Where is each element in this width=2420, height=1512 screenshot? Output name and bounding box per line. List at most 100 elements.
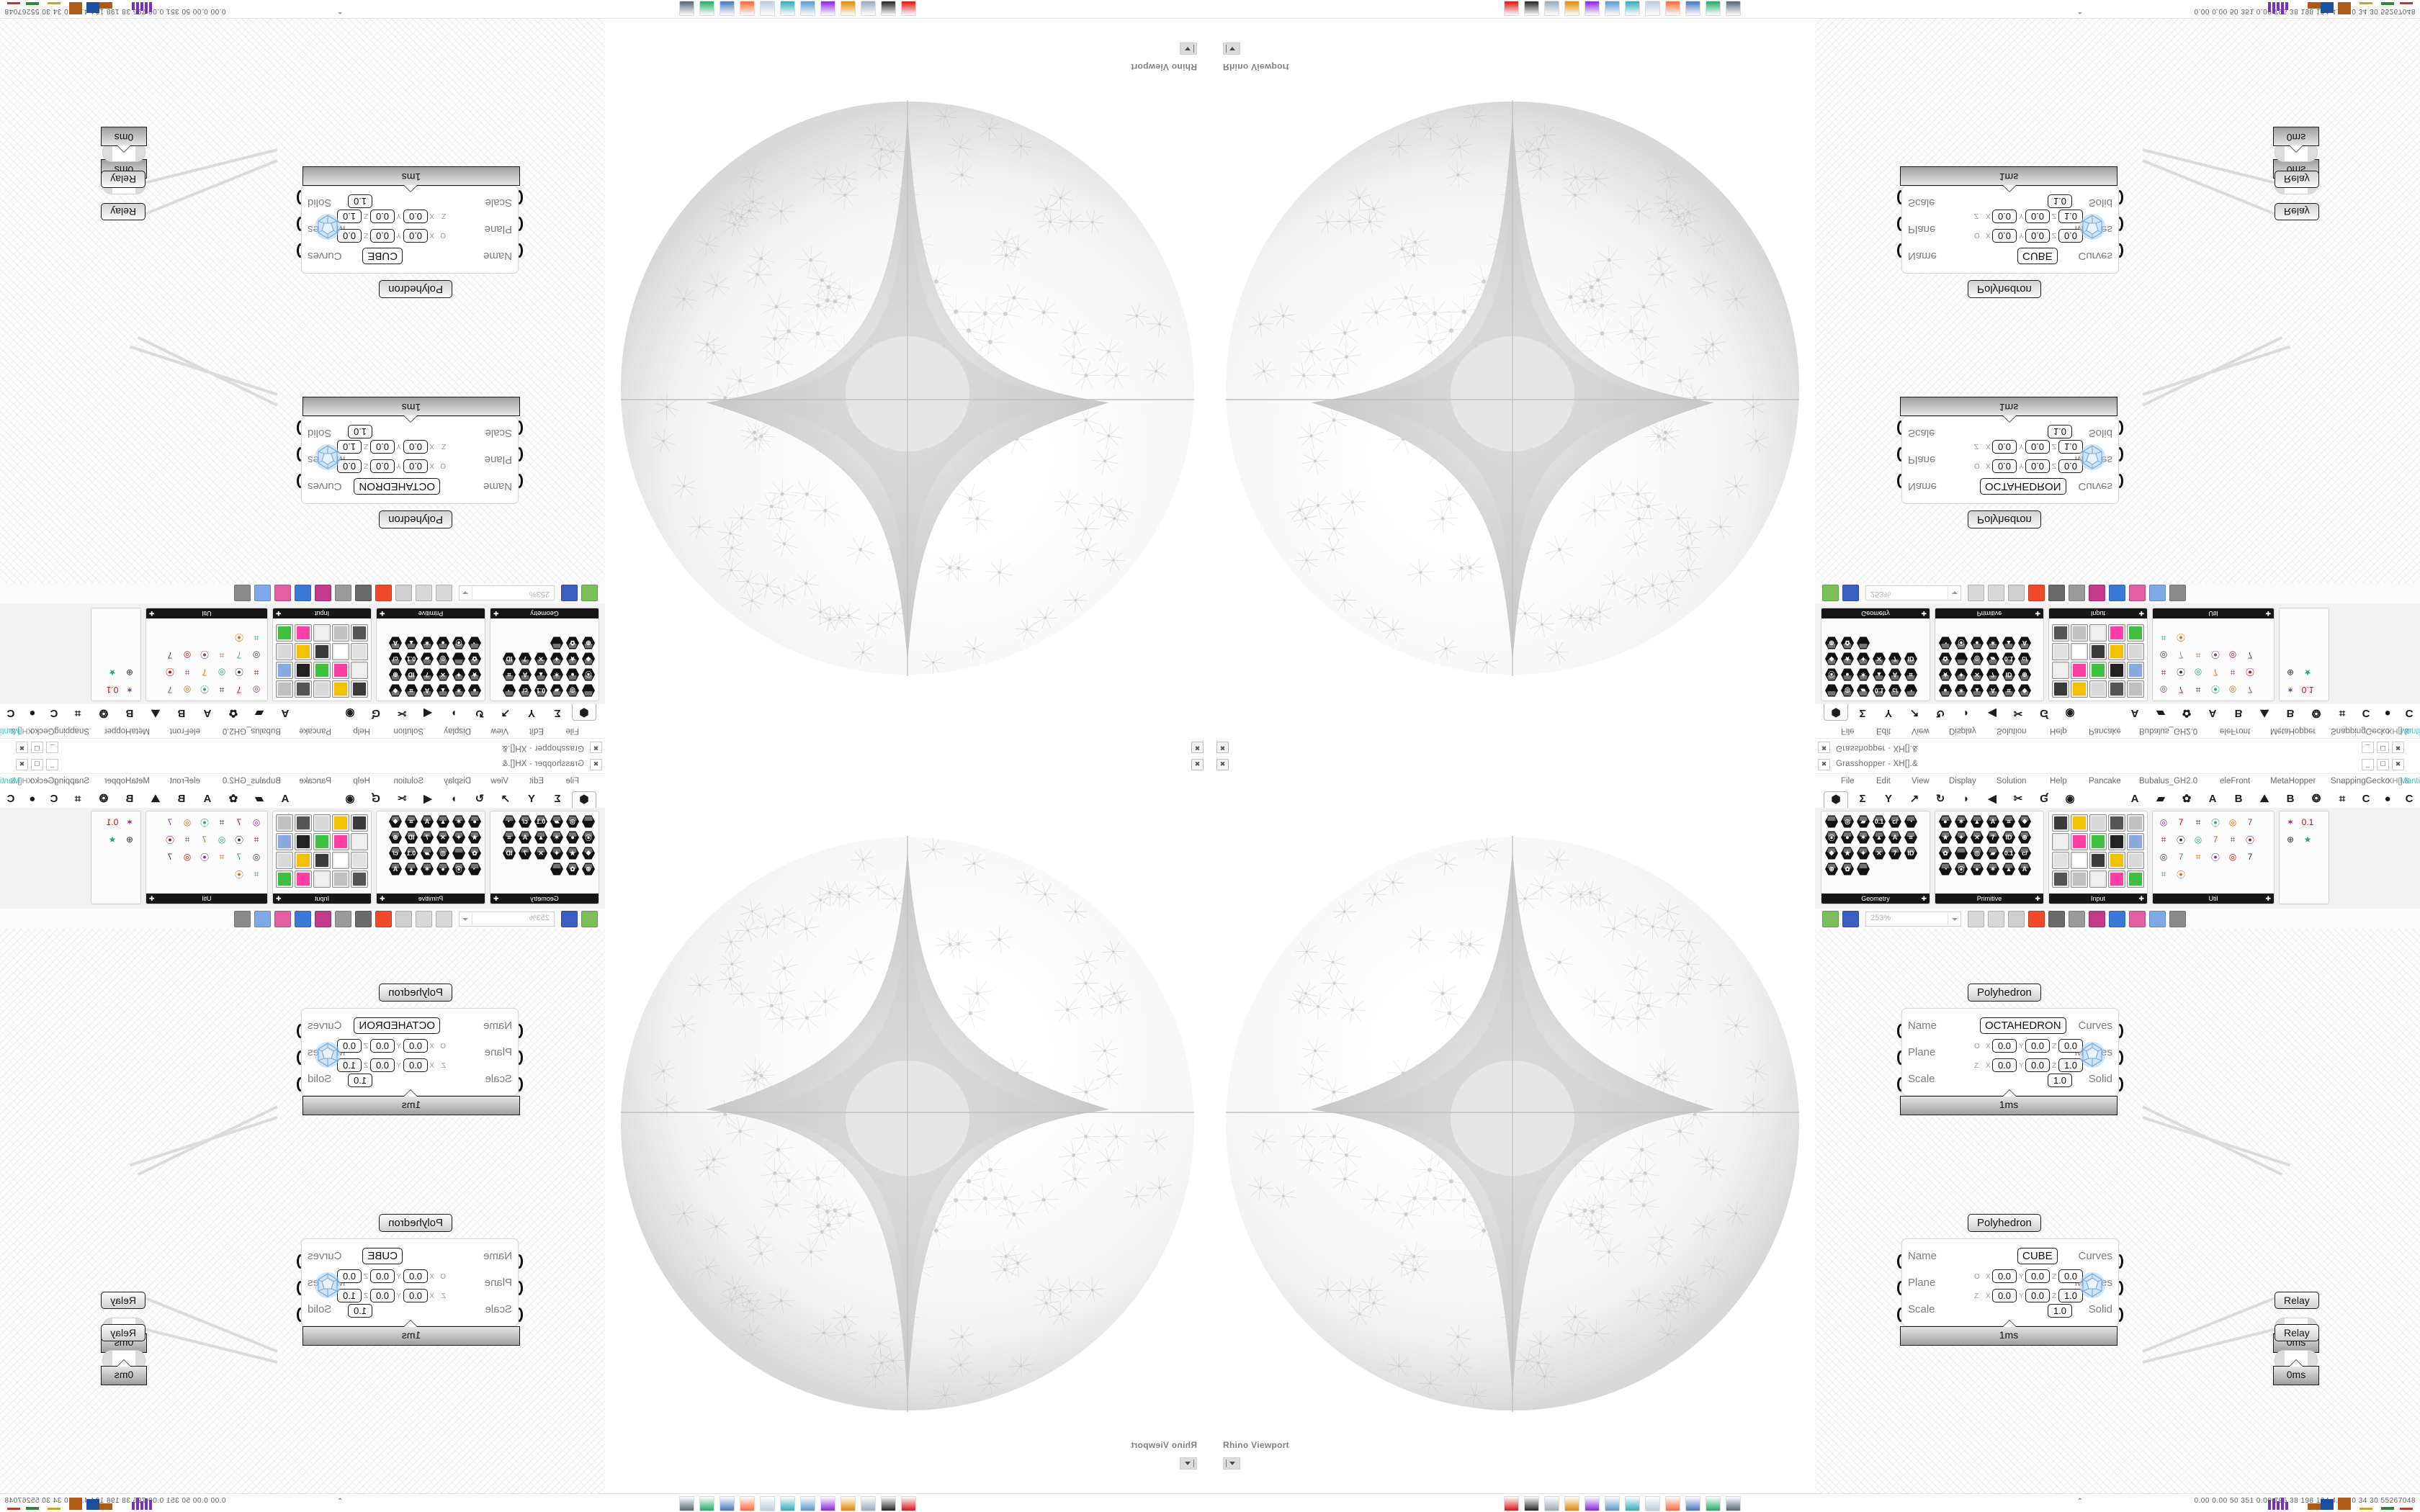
plugin-b2-tab[interactable]: B [125, 707, 134, 719]
menu-item-file[interactable]: File [565, 726, 579, 735]
taskbar-firefox-icon[interactable] [1665, 1, 1680, 16]
component-icon[interactable] [295, 624, 312, 642]
component-icon[interactable]: ✶ [125, 685, 134, 695]
component-icon[interactable]: ⌗ [219, 851, 225, 862]
component-icon[interactable]: c/ [518, 683, 532, 698]
menu-item-metahopper[interactable]: MetaHopper [2270, 726, 2316, 735]
relay-nickname[interactable]: Relay [101, 171, 145, 188]
component-icon[interactable]: ◎ [252, 817, 261, 827]
component-icon[interactable]: ★ [1938, 830, 1953, 845]
plugin-dot-tab[interactable]: ● [2384, 793, 2391, 805]
component-icon[interactable]: 0.1 [2002, 846, 2016, 860]
expand-icon[interactable]: ✚ [1921, 610, 1927, 617]
plane-origin-x-field[interactable]: 0.0 [403, 229, 428, 243]
taskbar-calculator-icon[interactable] [760, 1496, 775, 1511]
plugin-a-tab[interactable]: A [281, 707, 290, 719]
component-icon[interactable]: ⌗ [254, 868, 259, 879]
input-port[interactable] [1897, 1077, 1905, 1092]
component-icon[interactable]: ID [1904, 652, 1918, 666]
save-icon[interactable] [1842, 911, 1859, 927]
params-tab[interactable]: ⬢ [572, 703, 596, 721]
ribbon-group-caption[interactable]: Input ✚ [2049, 608, 2147, 618]
component-icon[interactable]: ⌗ [219, 685, 225, 696]
component-icon[interactable]: ✶ [420, 862, 434, 876]
component-icon[interactable]: ◔ [467, 636, 482, 650]
relay-nickname[interactable]: Relay [101, 1324, 145, 1341]
component-icon[interactable]: 7 [518, 652, 532, 666]
expand-icon[interactable]: ✚ [1921, 895, 1927, 902]
component-icon[interactable] [2089, 624, 2107, 642]
ribbon-group-caption[interactable]: Util ✚ [146, 608, 267, 618]
component-icon[interactable]: 0.1 [2301, 817, 2314, 827]
menu-item-bubalus-gh2-0[interactable]: Bubalus_GH2.0 [222, 777, 281, 786]
package-icon[interactable] [2129, 585, 2146, 601]
component-icon[interactable]: 0.1 [1872, 683, 1886, 698]
component-icon[interactable]: ⦿ [200, 649, 210, 660]
component-icon[interactable]: ⦿ [452, 636, 466, 650]
plane-origin-z-field[interactable]: 0.0 [2058, 1039, 2083, 1053]
component-icon[interactable] [2127, 852, 2144, 869]
output-port[interactable] [297, 243, 305, 258]
component-icon[interactable]: ✕ [1872, 846, 1886, 860]
name-value-field[interactable]: CUBE [362, 1248, 403, 1264]
component-icon[interactable]: 0.1 [2002, 652, 2016, 666]
component-icon[interactable]: ✕ [1970, 830, 1984, 845]
maths-tab[interactable]: Σ [554, 793, 561, 805]
component-icon[interactable]: ⊕ [2017, 830, 2032, 845]
component-icon[interactable] [2089, 833, 2107, 850]
component-icon[interactable]: ❖ [2017, 814, 2032, 829]
component-icon[interactable] [2127, 624, 2144, 642]
ribbon-group-caption[interactable]: Input ✚ [273, 608, 371, 618]
display-tab[interactable]: ◉ [2065, 707, 2075, 719]
component-runtime-badge[interactable]: 1ms [1900, 1326, 2118, 1346]
output-port[interactable] [297, 1254, 305, 1269]
menu-item-view[interactable]: View [490, 726, 508, 735]
component-icon[interactable]: ⦿ [1954, 862, 1968, 876]
input-port[interactable] [1897, 243, 1905, 258]
maximize-icon[interactable]: ☐ [2377, 742, 2389, 753]
taskbar-save-disk-icon[interactable] [720, 1496, 735, 1511]
taskbar-rhino-green-icon[interactable] [699, 1, 714, 16]
component-icon[interactable]: ▲ [404, 636, 418, 650]
component-icon[interactable]: ⌗ [404, 814, 418, 829]
transform-tab[interactable]: Ɠ [2040, 707, 2048, 719]
window-icon[interactable] [2089, 911, 2105, 927]
component-icon[interactable]: ⊕ [581, 862, 596, 876]
component-icon[interactable]: ⦿ [581, 667, 596, 682]
component-icon[interactable]: ⦿ [235, 834, 244, 845]
component-icon[interactable]: ● [1970, 862, 1984, 876]
menu-item-help[interactable]: Help [353, 777, 370, 786]
relay-runtime-badge[interactable]: 0ms [101, 127, 147, 146]
rhino-toolbar-button[interactable]: ✖ [1216, 742, 1229, 753]
component-icon[interactable]: ◎ [2194, 667, 2202, 678]
component-icon[interactable]: ID [404, 830, 418, 845]
balloon-icon[interactable] [254, 585, 271, 601]
component-icon[interactable]: 7 [2247, 817, 2253, 827]
component-icon[interactable]: A [388, 636, 403, 650]
package-icon[interactable] [2129, 911, 2146, 927]
component-icon[interactable]: 7 [420, 667, 434, 682]
component-icon[interactable]: ⌗ [2230, 667, 2236, 678]
component-icon[interactable]: ⌗ [404, 683, 418, 698]
sets-tab[interactable]: Υ [528, 707, 536, 719]
component-icon[interactable]: ✿ [467, 846, 482, 860]
maths-tab[interactable]: Σ [554, 707, 561, 719]
component-icon[interactable]: 0.1 [534, 683, 548, 698]
component-icon[interactable]: A [1888, 667, 1902, 682]
mesh-tab[interactable]: ◀ [424, 707, 432, 719]
taskbar-record-icon[interactable] [901, 1, 916, 16]
component-icon[interactable]: ✦ [1954, 830, 1968, 845]
open-icon[interactable] [1822, 585, 1839, 601]
component-icon[interactable]: ◎ [436, 652, 450, 666]
component-icon[interactable] [313, 852, 331, 869]
component-icon[interactable]: ◎ [2159, 650, 2168, 660]
ribbon-group-caption[interactable]: Util ✚ [146, 894, 267, 904]
minimize-icon[interactable]: _ [2362, 759, 2374, 770]
component-icon[interactable]: ◎ [2194, 834, 2202, 845]
component-icon[interactable] [2108, 852, 2125, 869]
ribbon-group-caption[interactable]: Primitive ✚ [1935, 894, 2043, 904]
component-icon[interactable]: ✶ [550, 830, 564, 845]
component-icon[interactable] [313, 833, 331, 850]
input-port[interactable] [515, 474, 523, 488]
taskbar-record-icon[interactable] [901, 1496, 916, 1511]
